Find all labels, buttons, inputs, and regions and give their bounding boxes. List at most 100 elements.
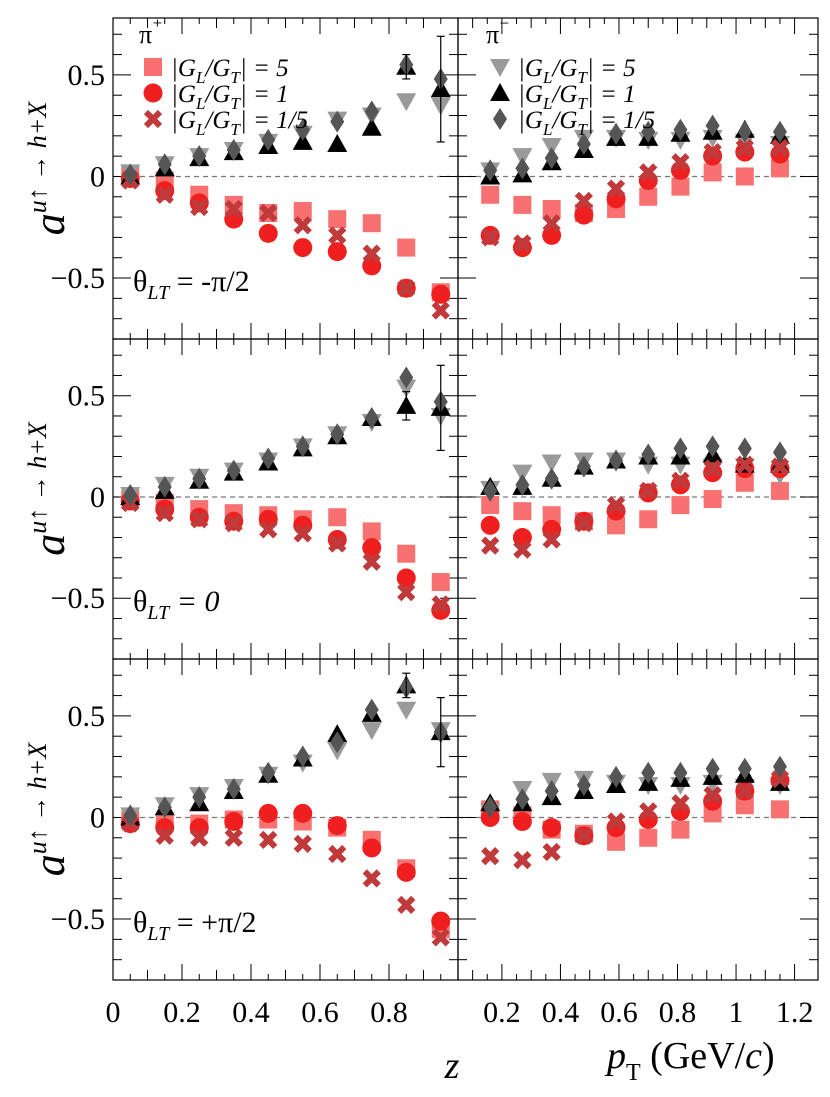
data-point-pip-r15	[574, 826, 593, 845]
x-tick-label-pt: 0.4	[542, 996, 580, 1029]
pt-panel-points	[480, 755, 790, 870]
data-point-pim-r15	[772, 755, 787, 778]
data-point-pim-r15	[576, 455, 591, 478]
data-point-pip-r15	[542, 842, 561, 862]
pt-panel-points	[480, 114, 790, 258]
data-point-pip-r5	[735, 167, 754, 186]
y-tick-label: 0.5	[68, 59, 106, 92]
data-point-pip-r1	[431, 911, 451, 931]
panel-row-2: 0.5 0 −0.5 au↑ → h+X θLT = 0	[23, 338, 819, 660]
data-point-pim-r5	[396, 701, 417, 720]
legend-label-r1: |GL/GT| = 1	[171, 81, 289, 113]
data-point-pim-r1	[292, 131, 313, 150]
data-point-pim-r15	[737, 120, 752, 143]
x-tick-label-pt: 1.2	[776, 996, 814, 1029]
data-point-pim-r5	[512, 464, 533, 483]
data-point-pip-r15	[513, 234, 532, 253]
x-axis-labels: 0 0.2 0.4 0.6 0.8 0.2 0.4 0.6 0.8 1 1.2 z pT (GeV/c)	[106, 996, 814, 1087]
data-point-pip-r15	[397, 583, 416, 602]
data-point-pip-r15	[224, 514, 243, 533]
data-point-pim-r15	[157, 796, 172, 819]
data-point-pip-r1	[258, 223, 278, 243]
data-point-pip-r5	[513, 195, 532, 214]
data-point-pip-r5	[770, 800, 789, 819]
data-point-pip-r15	[671, 794, 690, 813]
data-point-pim-r15	[609, 449, 624, 472]
data-point-pim-r15	[364, 100, 379, 123]
data-point-pim-r15	[772, 441, 787, 464]
data-point-pip-r15	[259, 203, 278, 223]
x-tick-label-pt: 1	[729, 996, 744, 1029]
data-point-pip-r5	[513, 502, 532, 521]
data-point-pim-r15	[261, 447, 276, 470]
data-point-pip-r1	[574, 205, 594, 225]
x-tick-label-z: 0.8	[370, 996, 408, 1029]
legend-marker-r15	[143, 109, 163, 129]
data-point-pip-r15	[155, 504, 174, 523]
x-tick-label-z: 0.2	[163, 996, 201, 1029]
data-point-pip-r5	[328, 508, 347, 527]
data-point-pim-r15	[641, 120, 656, 143]
data-point-pip-r5	[639, 187, 658, 206]
data-point-pip-r1	[362, 538, 382, 558]
data-point-pim-r15	[399, 366, 414, 389]
data-point-pim-r15	[483, 159, 498, 182]
data-point-pip-r15	[606, 179, 626, 198]
data-point-pip-r15	[770, 457, 790, 476]
data-point-pip-r15	[431, 301, 450, 320]
data-point-pip-r5	[431, 573, 450, 592]
data-point-pip-r15	[481, 228, 500, 247]
data-point-pip-r1	[480, 515, 500, 535]
data-point-pip-r1	[512, 812, 532, 832]
data-point-pim-r5	[541, 454, 562, 473]
data-point-pip-r15	[224, 199, 243, 219]
y-tick-label: 0	[90, 481, 105, 514]
data-point-pip-r5	[607, 832, 626, 851]
data-point-pip-r5	[639, 510, 658, 529]
data-point-pip-r15	[770, 769, 790, 788]
data-point-pip-r15	[606, 812, 626, 831]
data-point-pim-r15	[295, 745, 310, 768]
data-point-pip-r15	[397, 895, 416, 914]
data-point-pim-r15	[544, 780, 559, 803]
data-point-pip-r5	[362, 214, 381, 233]
data-point-pip-r5	[703, 163, 722, 182]
data-point-pim-r15	[705, 757, 720, 780]
data-point-pim-r15	[772, 120, 787, 143]
z-panel-points	[120, 364, 451, 620]
data-point-pim-r15	[330, 731, 345, 754]
data-point-pim-r15	[544, 467, 559, 490]
data-point-pim-r15	[641, 443, 656, 466]
data-point-pim-r15	[261, 128, 276, 151]
legend-marker-r1	[490, 83, 510, 101]
data-point-pim-r15	[192, 786, 207, 809]
data-point-pim-r15	[483, 479, 498, 502]
data-point-pip-r1	[396, 862, 416, 882]
data-point-pip-r5	[770, 481, 789, 500]
y-axis-label: au↑ → h+X	[23, 742, 74, 877]
data-point-pim-r15	[123, 163, 138, 186]
data-point-pip-r15	[513, 851, 532, 870]
panel-frame-pt	[457, 17, 819, 340]
data-point-pim-r5	[361, 722, 382, 741]
data-point-pip-r15	[770, 138, 790, 158]
data-point-pim-r15	[330, 110, 345, 133]
data-point-pip-r5	[770, 159, 789, 178]
data-point-pip-r15	[735, 781, 754, 801]
data-point-pip-r5	[671, 177, 690, 196]
legend-pip: π⁺|GL/GT| = 5|GL/GT| = 1|GL/GT| = 1/5	[139, 16, 308, 139]
data-point-pip-r1	[327, 816, 347, 836]
data-point-pim-r15	[192, 467, 207, 490]
data-point-pip-r15	[639, 163, 658, 182]
x-tick-label-pt: 0.8	[659, 996, 697, 1029]
theta-label: θLT = 0	[133, 585, 219, 624]
data-point-pim-r15	[483, 796, 498, 819]
data-point-pip-r5	[735, 473, 754, 492]
legend-title: π⁻	[486, 16, 510, 49]
x-axis-title-z: z	[444, 1045, 460, 1087]
panel-frame-pt	[457, 338, 819, 660]
data-point-pip-r15	[671, 153, 690, 172]
data-point-pim-r15	[737, 757, 752, 780]
legend-label-r15: |GL/GT| = 1/5	[171, 107, 308, 139]
data-point-pim-r15	[295, 118, 310, 141]
